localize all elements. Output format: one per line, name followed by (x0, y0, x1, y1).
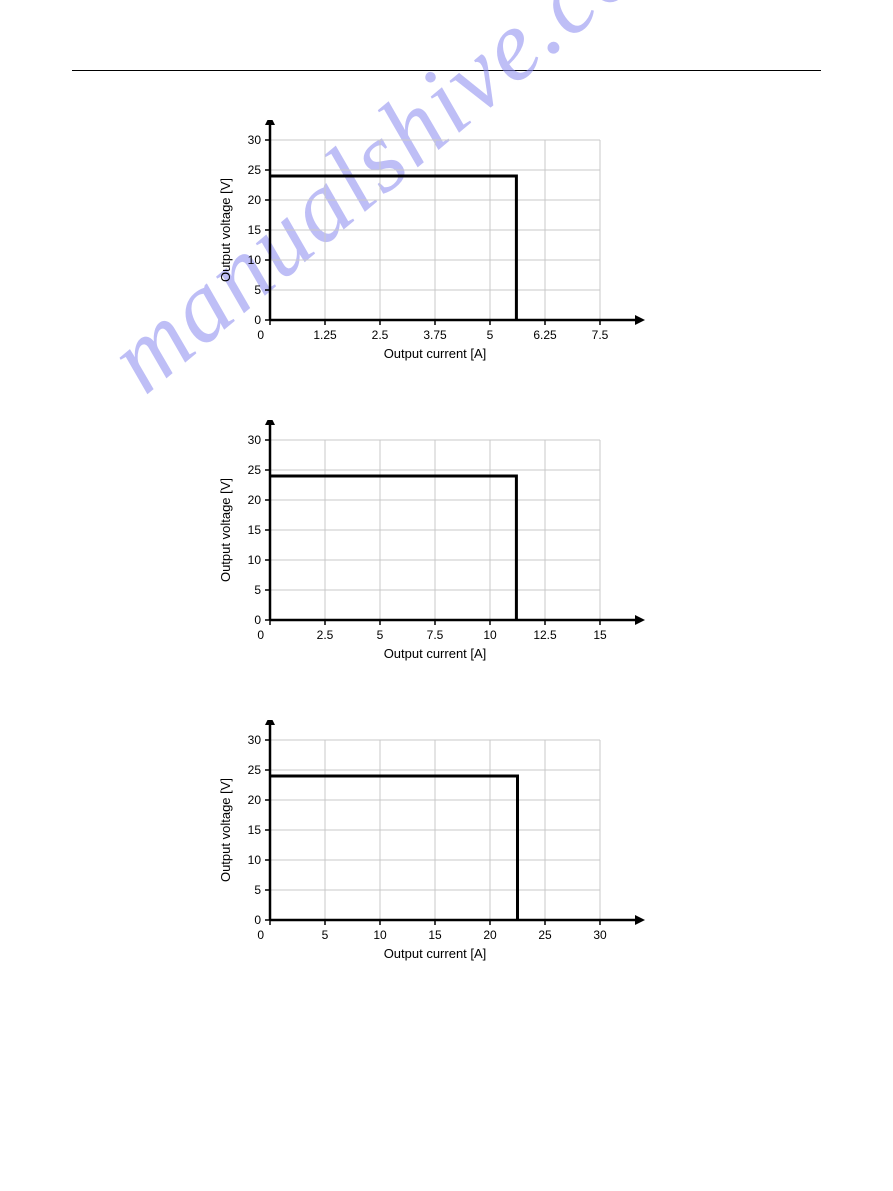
svg-text:5: 5 (487, 328, 494, 342)
svg-text:2.5: 2.5 (372, 328, 389, 342)
svg-text:10: 10 (248, 553, 262, 567)
svg-text:30: 30 (248, 733, 262, 747)
svg-text:10: 10 (373, 928, 387, 942)
svg-text:15: 15 (428, 928, 442, 942)
svg-text:5: 5 (254, 583, 261, 597)
page: manualshive.com 05101520253001.252.53.75… (0, 0, 893, 1191)
svg-text:20: 20 (248, 193, 262, 207)
svg-text:5: 5 (254, 283, 261, 297)
svg-text:7.5: 7.5 (592, 328, 609, 342)
svg-text:30: 30 (593, 928, 607, 942)
svg-text:12.5: 12.5 (533, 628, 557, 642)
svg-text:10: 10 (248, 853, 262, 867)
svg-text:25: 25 (538, 928, 552, 942)
top-rule (72, 70, 821, 71)
chart-wrap: 0 5 10 15 20 25 30 0 5 10 15 20 25 30 Output voltage [… (200, 720, 700, 970)
svg-text:0: 0 (254, 913, 261, 927)
chart-wrap: 0 5 10 15 20 25 30 0 1.25 2.5 3.75 5 6.25 7.5 Output v… (200, 120, 700, 370)
svg-text:15: 15 (248, 823, 262, 837)
svg-text:5: 5 (377, 628, 384, 642)
output-chart: 0 5 10 15 20 25 30 0 5 10 15 20 25 30 Output voltage [… (200, 720, 660, 970)
svg-text:25: 25 (248, 163, 262, 177)
svg-text:3.75: 3.75 (423, 328, 447, 342)
curve (270, 476, 516, 620)
svg-text:6.25: 6.25 (533, 328, 557, 342)
svg-text:1.25: 1.25 (313, 328, 337, 342)
svg-text:20: 20 (483, 928, 497, 942)
svg-text:20: 20 (248, 493, 262, 507)
svg-text:10: 10 (483, 628, 497, 642)
x-axis-label: Output current [A] (384, 646, 487, 661)
x-axis-label: Output current [A] (384, 346, 487, 361)
y-axis-label: Output voltage [V] (218, 178, 233, 282)
charts-container: 0 5 10 15 20 25 30 0 1.25 2.5 3.75 5 6.25 7.5 Output v… (200, 120, 700, 1020)
chart-wrap: 0 5 10 15 20 25 30 0 2.5 5 7.5 10 12.5 15 Output volta… (200, 420, 700, 670)
y-axis-label: Output voltage [V] (218, 478, 233, 582)
svg-text:0: 0 (254, 313, 261, 327)
svg-text:15: 15 (248, 223, 262, 237)
svg-text:25: 25 (248, 463, 262, 477)
svg-text:20: 20 (248, 793, 262, 807)
svg-text:25: 25 (248, 763, 262, 777)
svg-text:15: 15 (248, 523, 262, 537)
svg-text:0: 0 (254, 613, 261, 627)
svg-text:0: 0 (257, 628, 264, 642)
svg-text:15: 15 (593, 628, 607, 642)
svg-text:7.5: 7.5 (427, 628, 444, 642)
svg-text:5: 5 (254, 883, 261, 897)
svg-text:0: 0 (257, 328, 264, 342)
y-axis-label: Output voltage [V] (218, 778, 233, 882)
output-chart: 0 5 10 15 20 25 30 0 2.5 5 7.5 10 12.5 15 Output volta… (200, 420, 660, 670)
svg-text:2.5: 2.5 (317, 628, 334, 642)
svg-text:30: 30 (248, 133, 262, 147)
svg-text:30: 30 (248, 433, 262, 447)
svg-text:5: 5 (322, 928, 329, 942)
curve (270, 776, 518, 920)
output-chart: 0 5 10 15 20 25 30 0 1.25 2.5 3.75 5 6.25 7.5 Output v… (200, 120, 660, 370)
svg-text:0: 0 (257, 928, 264, 942)
curve (270, 176, 516, 320)
x-axis-label: Output current [A] (384, 946, 487, 961)
svg-text:10: 10 (248, 253, 262, 267)
